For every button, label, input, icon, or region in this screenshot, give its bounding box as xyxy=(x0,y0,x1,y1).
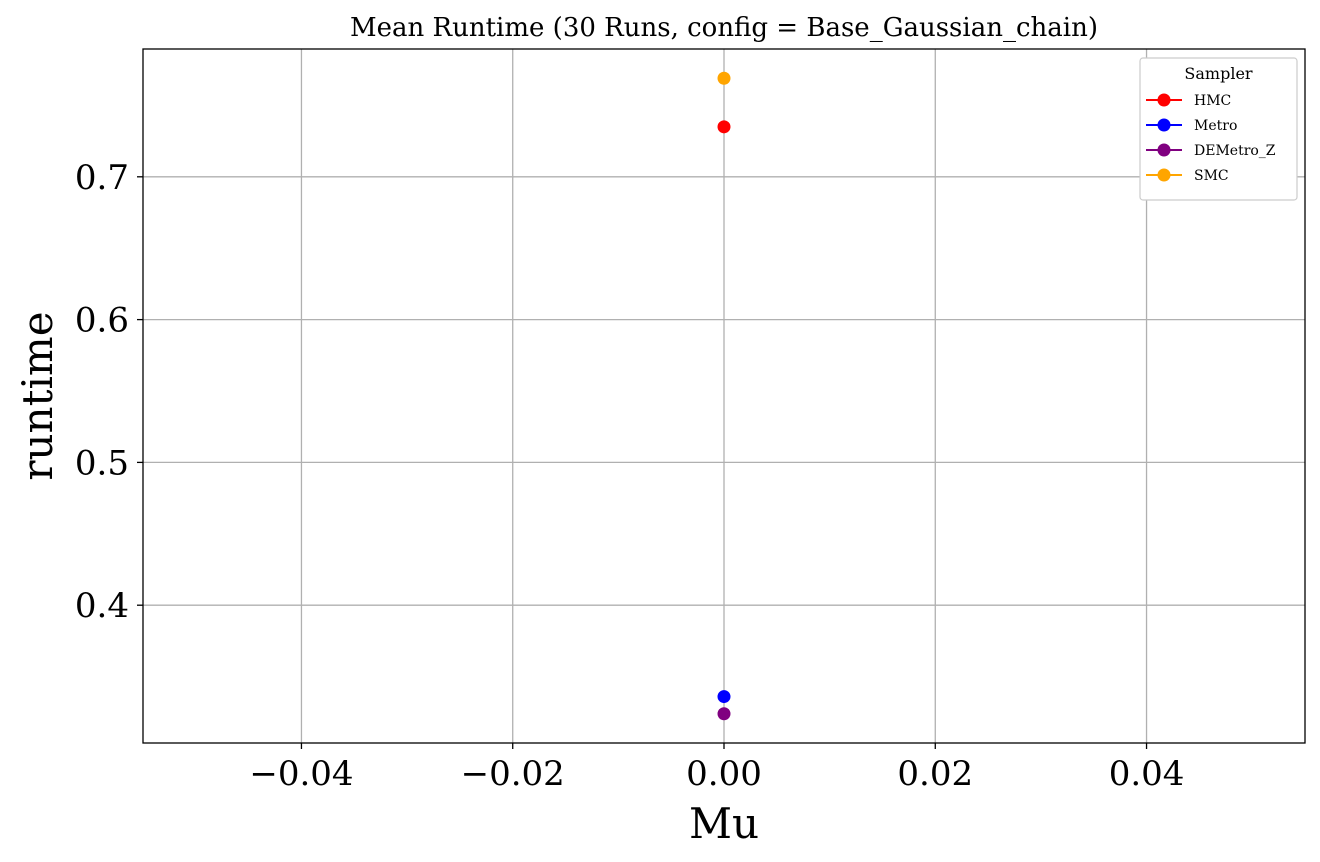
y-axis-label: runtime xyxy=(13,311,62,480)
data-point-metro xyxy=(717,690,731,704)
plot-frame xyxy=(142,48,1306,744)
legend: Sampler HMC Metro DEMetro_Z SMC xyxy=(1139,57,1298,201)
x-tick-label: 0.04 xyxy=(1109,754,1185,794)
data-points xyxy=(717,71,731,721)
legend-label-hmc: HMC xyxy=(1194,93,1231,109)
x-tick-label: −0.02 xyxy=(461,754,565,794)
data-point-smc xyxy=(717,71,731,85)
legend-label-demetro-z: DEMetro_Z xyxy=(1194,143,1276,159)
legend-label-smc: SMC xyxy=(1194,168,1229,184)
y-tick-label: 0.6 xyxy=(75,301,129,341)
x-tick-label: 0.00 xyxy=(686,754,762,794)
chart-title: Mean Runtime (30 Runs, config = Base_Gau… xyxy=(350,13,1098,43)
legend-marker-hmc xyxy=(1157,93,1171,107)
x-tick-label: −0.04 xyxy=(249,754,353,794)
y-tick-label: 0.4 xyxy=(75,586,129,626)
x-tick-label: 0.02 xyxy=(897,754,973,794)
y-tick-label: 0.7 xyxy=(75,158,129,198)
legend-title: Sampler xyxy=(1184,64,1253,83)
y-axis-ticks: 0.4 0.5 0.6 0.7 xyxy=(75,158,143,626)
legend-label-metro: Metro xyxy=(1194,118,1237,134)
legend-marker-demetro-z xyxy=(1157,143,1171,157)
legend-marker-metro xyxy=(1157,118,1171,132)
legend-box xyxy=(1139,57,1298,201)
x-axis-ticks: −0.04 −0.02 0.00 0.02 0.04 xyxy=(249,743,1184,794)
grid-lines xyxy=(143,49,1305,743)
x-axis-label: Mu xyxy=(689,799,759,848)
y-tick-label: 0.5 xyxy=(75,443,129,483)
data-point-hmc xyxy=(717,120,731,134)
legend-marker-smc xyxy=(1157,168,1171,182)
data-point-demetro-z xyxy=(717,707,731,721)
legend-items: HMC Metro DEMetro_Z SMC xyxy=(1146,93,1276,184)
